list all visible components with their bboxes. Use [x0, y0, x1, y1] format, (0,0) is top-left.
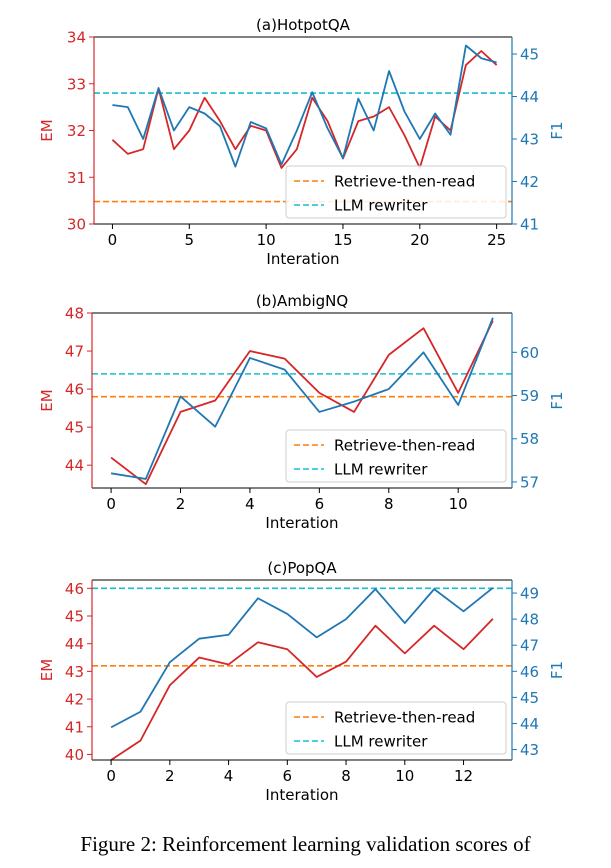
y-left-tick-label: 33	[67, 75, 86, 93]
x-axis-label: Interation	[266, 250, 339, 268]
y-right-tick-label: 43	[520, 131, 539, 149]
y-right-tick-label: 49	[520, 585, 539, 603]
y-right-tick-label: 44	[520, 88, 539, 106]
x-tick-label: 2	[176, 495, 186, 513]
y-left-tick-label: 31	[67, 169, 86, 187]
y-right-axis-label: F1	[548, 121, 566, 139]
y-right-tick-label: 60	[520, 344, 539, 362]
y-right-tick-label: 48	[520, 611, 539, 629]
y-left-tick-label: 40	[65, 746, 84, 764]
y-right-tick-label: 46	[520, 663, 539, 681]
y-left-tick-label: 34	[67, 29, 86, 47]
y-right-tick-label: 44	[520, 715, 539, 733]
y-right-axis-label: F1	[548, 391, 566, 409]
y-left-tick-label: 46	[65, 381, 84, 399]
legend-label: LLM rewriter	[334, 733, 428, 751]
y-left-tick-label: 45	[65, 608, 84, 626]
x-tick-label: 0	[106, 767, 116, 785]
x-tick-label: 2	[165, 767, 175, 785]
x-tick-label: 8	[341, 767, 351, 785]
chart-panel-1: 0 5 10 15 20 25 30 31 32 33 34 41 42 43 44 45 (a)HotpotQ…	[38, 16, 566, 268]
legend-box	[285, 701, 507, 755]
legend-label: Retrieve-then-read	[334, 709, 475, 727]
chart-panel-3: 0 2 4 6 8 10 124041424344454643444546474849(c)…	[38, 559, 566, 804]
x-tick-label: 25	[487, 231, 506, 249]
x-tick-label: 15	[333, 231, 352, 249]
x-tick-label: 8	[384, 495, 394, 513]
y-left-tick-label: 45	[65, 419, 84, 437]
chart-title: (c)PopQA	[267, 559, 337, 577]
y-right-tick-label: 45	[520, 46, 539, 64]
series-line-f1	[110, 317, 494, 480]
series-line-f1	[112, 44, 497, 168]
series-line-f1	[110, 587, 494, 729]
legend-box	[285, 429, 507, 483]
series-line-em	[111, 50, 498, 169]
x-tick-label: 0	[108, 231, 118, 249]
y-right-tick-label: 42	[520, 173, 539, 191]
y-left-tick-label: 30	[67, 216, 86, 234]
y-left-axis-label: EM	[38, 389, 56, 411]
y-right-tick-label: 59	[520, 387, 539, 405]
chart-title: (a)HotpotQA	[256, 16, 351, 34]
legend-box	[285, 165, 507, 219]
x-tick-label: 6	[283, 767, 293, 785]
x-tick-label: 10	[257, 231, 276, 249]
y-left-tick-label: 48	[65, 305, 84, 323]
legend: Retrieve-then-read LLM rewriter	[285, 429, 507, 483]
x-tick-label: 0	[106, 495, 116, 513]
chart-title: (b)AmbigNQ	[256, 292, 348, 310]
y-left-tick-label: 44	[65, 635, 84, 653]
series-line-em	[110, 320, 494, 486]
y-right-tick-label: 47	[520, 637, 539, 655]
x-tick-label: 4	[245, 495, 255, 513]
y-right-tick-label: 41	[520, 216, 539, 234]
y-left-tick-label: 46	[65, 580, 84, 598]
legend-label: Retrieve-then-read	[334, 173, 475, 191]
y-left-axis-label: EM	[38, 659, 56, 681]
y-left-tick-label: 41	[65, 718, 84, 736]
y-right-tick-label: 58	[520, 430, 539, 448]
y-left-tick-label: 43	[65, 663, 84, 681]
y-right-tick-label: 45	[520, 689, 539, 707]
figure-canvas: 0 5 10 15 20 2530313233344142434445(a)HotpotQ…	[38, 16, 566, 804]
series-line-em	[110, 618, 494, 761]
y-left-tick-label: 42	[65, 691, 84, 709]
y-left-axis-label: EM	[38, 119, 56, 141]
x-tick-label: 6	[315, 495, 325, 513]
x-tick-label: 5	[185, 231, 195, 249]
legend-label: LLM rewriter	[334, 197, 428, 215]
legend-label: LLM rewriter	[334, 461, 428, 479]
legend: Retrieve-then-read LLM rewriter	[285, 165, 507, 219]
y-left-tick-label: 47	[65, 343, 84, 361]
y-left-tick-label: 44	[65, 457, 84, 475]
legend-label: Retrieve-then-read	[334, 437, 475, 455]
chart-panel-2: 0 2 4 6 8 10444546474857585960(b)AmbigNQInter…	[38, 292, 566, 532]
legend: Retrieve-then-read LLM rewriter	[285, 701, 507, 755]
y-right-axis-label: F1	[548, 661, 566, 679]
y-right-tick-label: 57	[520, 473, 539, 491]
x-tick-label: 4	[224, 767, 234, 785]
x-tick-label: 20	[410, 231, 429, 249]
y-right-tick-label: 43	[520, 741, 539, 759]
y-left-tick-label: 32	[67, 122, 86, 140]
x-tick-label: 12	[454, 767, 473, 785]
x-tick-label: 10	[395, 767, 414, 785]
x-axis-label: Interation	[265, 786, 338, 804]
x-axis-label: Interation	[265, 514, 338, 532]
x-tick-label: 10	[449, 495, 468, 513]
figure-caption: Figure 2: Reinforcement learning validat…	[80, 832, 531, 856]
